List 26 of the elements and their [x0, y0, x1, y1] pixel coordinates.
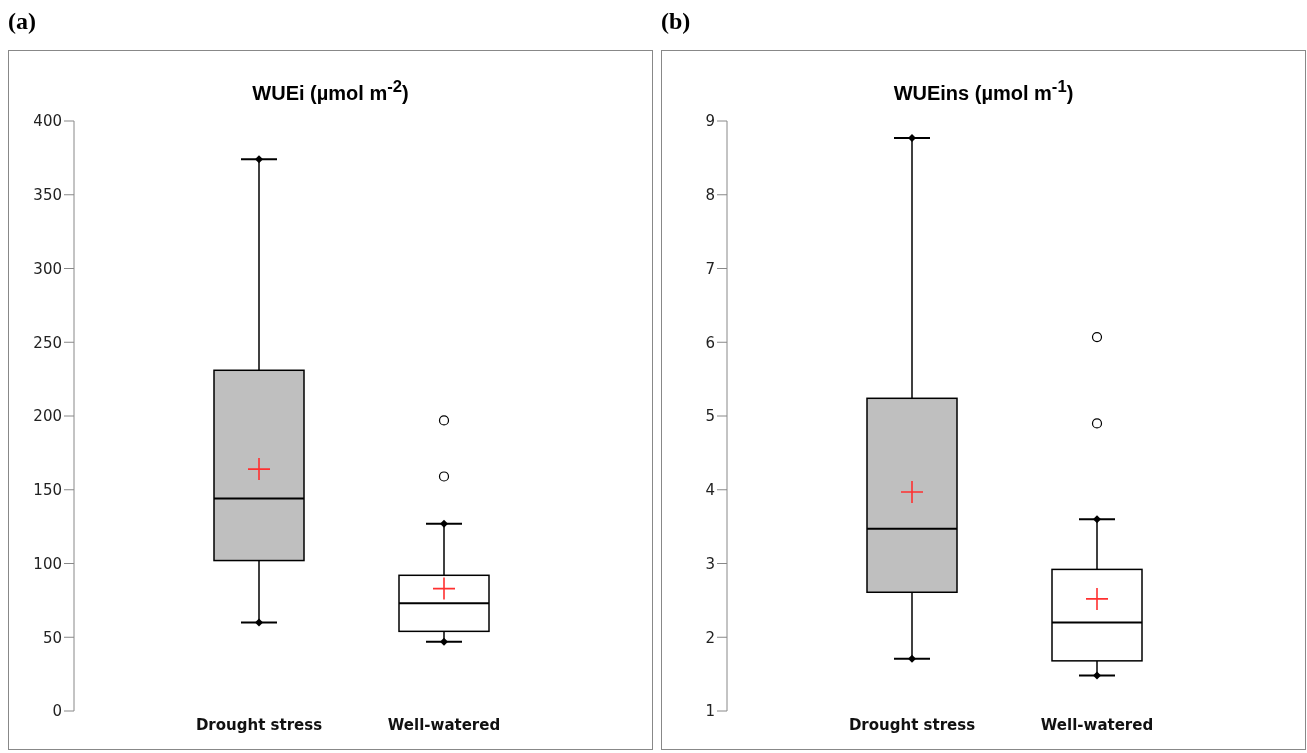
y-tick-label: 5: [705, 407, 715, 426]
y-tick-label: 400: [33, 112, 62, 131]
x-tick-label: Well-watered: [387, 715, 501, 734]
y-tick-label: 7: [705, 259, 715, 278]
y-tick-label: 1: [705, 702, 715, 721]
y-tick-label: 200: [33, 407, 62, 426]
x-tick-label: Drought stress: [848, 715, 976, 734]
y-tick-label: 4: [705, 481, 715, 500]
y-tick-label: 2: [705, 628, 715, 647]
chart-title: WUEins (µmol m$^{-1}$): [892, 77, 1075, 104]
y-tick-label: 3: [705, 554, 715, 573]
y-tick-label: 150: [33, 481, 62, 500]
y-tick-label: 100: [33, 554, 62, 573]
y-tick-label: 8: [705, 186, 715, 205]
y-tick-label: 0: [52, 702, 62, 721]
y-tick-label: 350: [33, 186, 62, 205]
y-tick-label: 9: [705, 112, 715, 131]
y-tick-label: 6: [705, 333, 715, 352]
x-tick-label: Well-watered: [1040, 715, 1154, 734]
x-tick-label: Drought stress: [195, 715, 323, 734]
y-tick-label: 300: [33, 259, 62, 278]
chart-title: WUEi (µmol m$^{-2}$): [251, 77, 410, 104]
text: (b): [661, 8, 692, 36]
text: (a): [8, 8, 37, 36]
y-tick-label: 250: [33, 333, 62, 352]
y-tick-label: 50: [42, 628, 62, 647]
